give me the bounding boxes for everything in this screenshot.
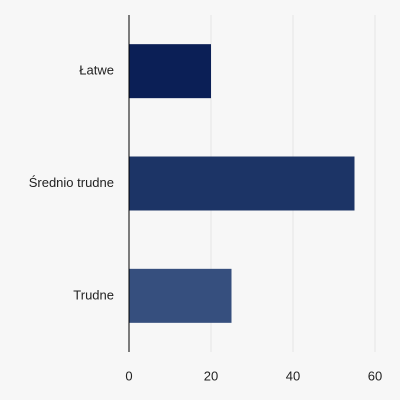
x-tick-label: 60	[368, 368, 382, 383]
x-tick-label: 0	[125, 368, 132, 383]
y-tick-label: Średnio trudne	[29, 175, 114, 190]
y-tick-label: Trudne	[73, 287, 114, 302]
bar	[129, 268, 232, 323]
bar	[129, 156, 355, 211]
x-tick-label: 20	[204, 368, 218, 383]
bar	[129, 44, 211, 99]
y-tick-label: Łatwe	[79, 63, 114, 78]
x-tick-label: 40	[286, 368, 300, 383]
